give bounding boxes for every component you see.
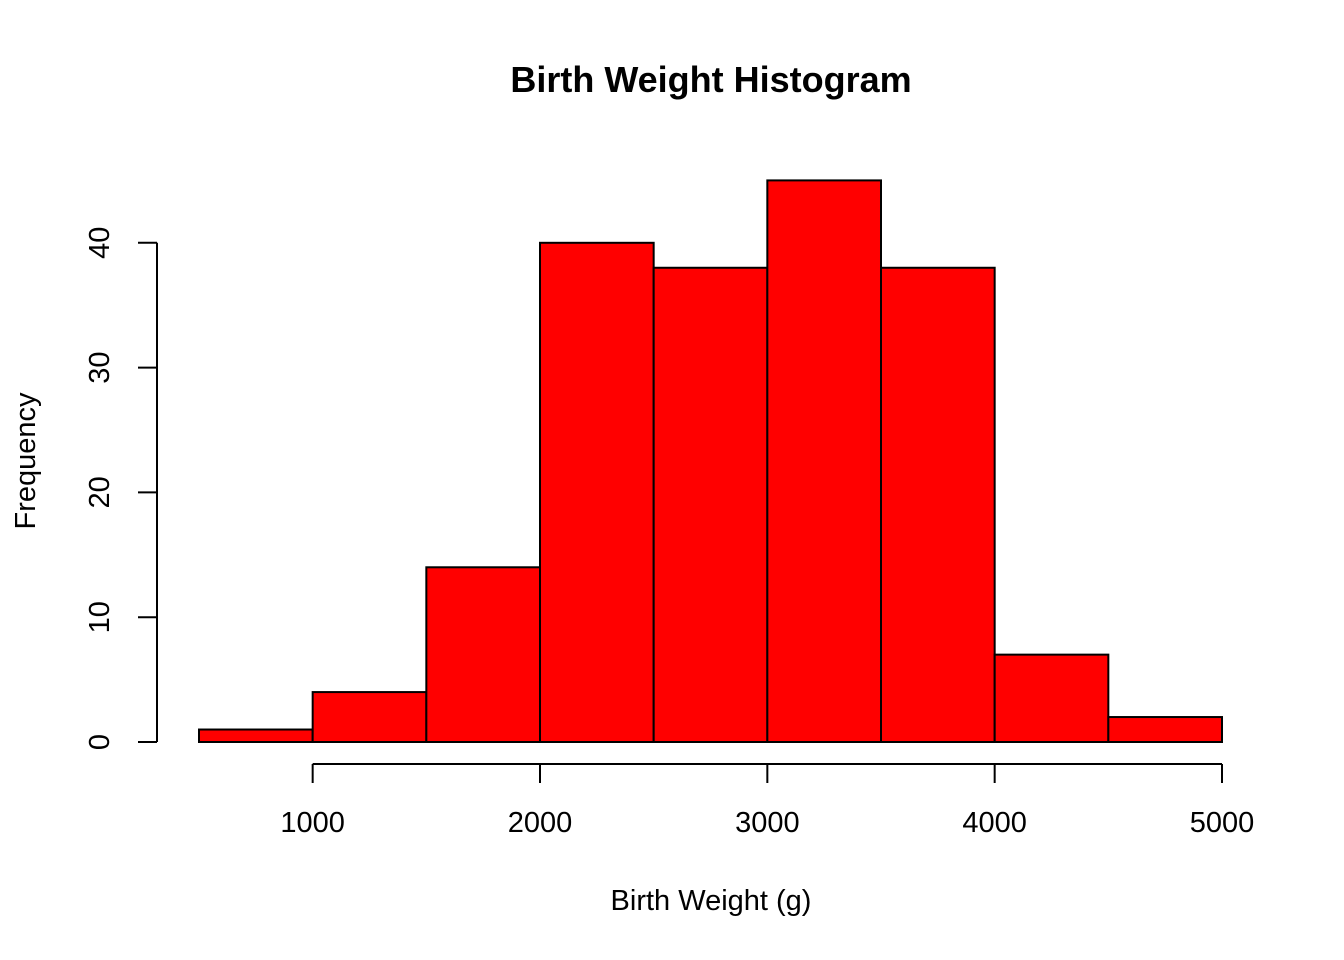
y-tick-label-0: 0 <box>84 734 116 750</box>
histogram-bar-1500-2000 <box>425 566 542 744</box>
bars-group <box>198 179 1224 744</box>
histogram-bar-4000-4500 <box>993 653 1110 744</box>
chart-title: Birth Weight Histogram <box>510 59 911 100</box>
y-tick-label-30: 30 <box>84 351 116 383</box>
x-tick-label-3000: 3000 <box>735 807 800 839</box>
histogram-bar-4500-5000 <box>1107 716 1224 743</box>
x-axis-label: Birth Weight (g) <box>611 885 812 917</box>
histogram-bar-3000-3500 <box>766 179 882 743</box>
y-tick-label-40: 40 <box>84 227 116 259</box>
histogram-bar-1000-1500 <box>311 691 428 744</box>
histogram-bar-2500-3000 <box>652 266 769 743</box>
histogram-bar-2000-2500 <box>539 241 655 744</box>
x-tick-label-5000: 5000 <box>1190 807 1255 839</box>
y-tick-label-10: 10 <box>84 601 116 633</box>
histogram-bar-3500-4000 <box>880 266 996 743</box>
histogram-bar-500-1000 <box>198 728 314 744</box>
y-axis-label: Frequency <box>10 392 42 530</box>
y-tick-label-20: 20 <box>84 476 116 508</box>
y-axis: 0 10 20 30 40 <box>84 227 158 750</box>
x-tick-label-4000: 4000 <box>962 807 1027 839</box>
x-tick-label-1000: 1000 <box>280 807 345 839</box>
x-axis: 1000 2000 3000 4000 5000 <box>280 763 1255 839</box>
x-tick-label-2000: 2000 <box>508 807 573 839</box>
